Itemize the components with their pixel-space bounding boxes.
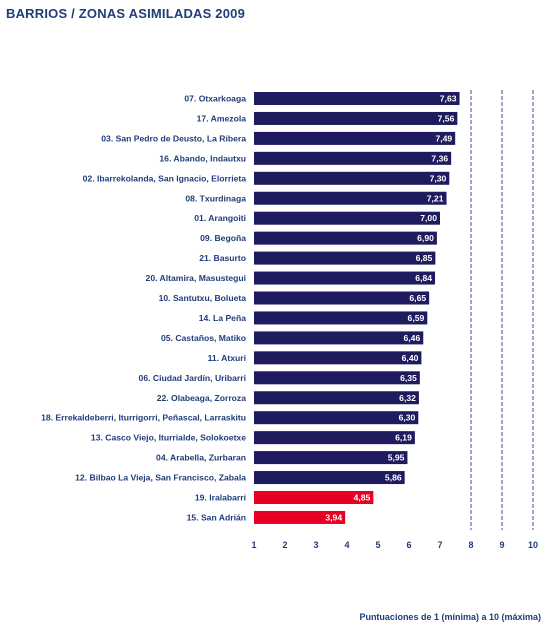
category-label: 06. Ciudad Jardín, Uribarri	[139, 373, 246, 383]
data-label: 6,19	[395, 433, 412, 443]
bar	[254, 271, 436, 285]
category-label: 03. San Pedro de Deusto, La Ribera	[101, 133, 246, 143]
category-label: 17. Amezola	[197, 113, 247, 123]
x-tick-label: 3	[313, 540, 318, 550]
data-label: 7,49	[435, 133, 452, 143]
bar	[254, 510, 346, 524]
data-label: 6,85	[416, 253, 433, 263]
data-label: 6,40	[402, 353, 419, 363]
bar	[254, 351, 422, 365]
category-label: 04. Arabella, Zurbaran	[156, 453, 246, 463]
data-label: 5,95	[388, 453, 405, 463]
bar	[254, 491, 374, 504]
category-label: 11. Atxuri	[208, 353, 246, 363]
x-tick-label: 10	[528, 540, 538, 550]
bar	[254, 171, 450, 185]
data-label: 6,46	[404, 333, 421, 343]
data-label: 6,30	[399, 413, 416, 423]
category-label: 15. San Adrián	[187, 512, 246, 522]
x-tick-label: 5	[375, 540, 380, 550]
grid-lines	[470, 90, 534, 530]
bar	[254, 191, 447, 205]
category-label: 22. Olabeaga, Zorroza	[157, 393, 247, 403]
x-axis-ticks: 1 2 3 4 5 6 7 8 9 10	[251, 540, 538, 550]
bar	[254, 371, 420, 385]
bar	[254, 431, 415, 445]
x-tick-label: 9	[499, 540, 504, 550]
category-label: 12. Bilbao La Vieja, San Francisco, Zaba…	[75, 473, 246, 483]
data-label: 4,85	[354, 493, 371, 503]
bar	[254, 451, 408, 465]
category-label: 05. Castaños, Matiko	[161, 333, 246, 343]
chart-title: BARRIOS / ZONAS ASIMILADAS 2009	[6, 6, 246, 21]
category-label: 01. Arangoiti	[194, 213, 246, 223]
x-tick-label: 1	[251, 540, 256, 550]
bar	[254, 391, 419, 405]
x-tick-label: 4	[344, 540, 349, 550]
data-label: 7,21	[427, 193, 444, 203]
bar	[254, 92, 460, 105]
category-label: 21. Basurto	[199, 253, 246, 263]
bar	[254, 211, 440, 225]
category-label: 18. Errekaldeberri, Iturrigorri, Peñasca…	[41, 413, 246, 423]
bar	[254, 151, 452, 165]
category-label: 19. Iralabarri	[195, 493, 246, 503]
category-label: 02. Ibarrekolanda, San Ignacio, Elorriet…	[83, 173, 247, 183]
data-label: 7,56	[438, 113, 455, 123]
bar	[254, 311, 428, 325]
data-label: 6,90	[417, 233, 434, 243]
x-tick-label: 7	[437, 540, 442, 550]
category-label: 08. Txurdinaga	[185, 193, 246, 203]
x-tick-label: 8	[468, 540, 473, 550]
category-label: 13. Casco Viejo, Iturrialde, Solokoetxe	[91, 433, 246, 443]
category-label: 20. Altamira, Masustegui	[146, 273, 246, 283]
data-label: 6,35	[400, 373, 417, 383]
category-label: 10. Santutxu, Bolueta	[159, 293, 247, 303]
data-label: 7,63	[440, 94, 457, 104]
data-label: 7,30	[430, 173, 447, 183]
x-tick-label: 2	[282, 540, 287, 550]
data-label: 6,32	[399, 393, 416, 403]
x-tick-label: 6	[406, 540, 411, 550]
scale-footnote: Puntuaciones de 1 (mínima) a 10 (máxima)	[359, 612, 541, 622]
data-label: 7,00	[420, 213, 437, 223]
category-label: 07. Otxarkoaga	[184, 94, 246, 104]
bar	[254, 291, 430, 305]
bars: 07. Otxarkoaga 7,63 17. Amezola 7,56 03. San…	[41, 92, 460, 524]
bar	[254, 231, 437, 245]
category-label: 14. La Peña	[199, 313, 247, 323]
bar	[254, 331, 424, 345]
data-label: 7,36	[431, 153, 448, 163]
bar	[254, 111, 458, 125]
category-label: 16. Abando, Indautxu	[159, 153, 246, 163]
bar	[254, 251, 436, 265]
data-label: 6,59	[408, 313, 425, 323]
data-label: 6,84	[415, 273, 432, 283]
bar	[254, 471, 405, 485]
data-label: 6,65	[409, 293, 426, 303]
data-label: 5,86	[385, 473, 402, 483]
bar	[254, 131, 456, 145]
bar	[254, 411, 419, 425]
category-label: 09. Begoña	[200, 233, 246, 243]
data-label: 3,94	[325, 512, 342, 522]
